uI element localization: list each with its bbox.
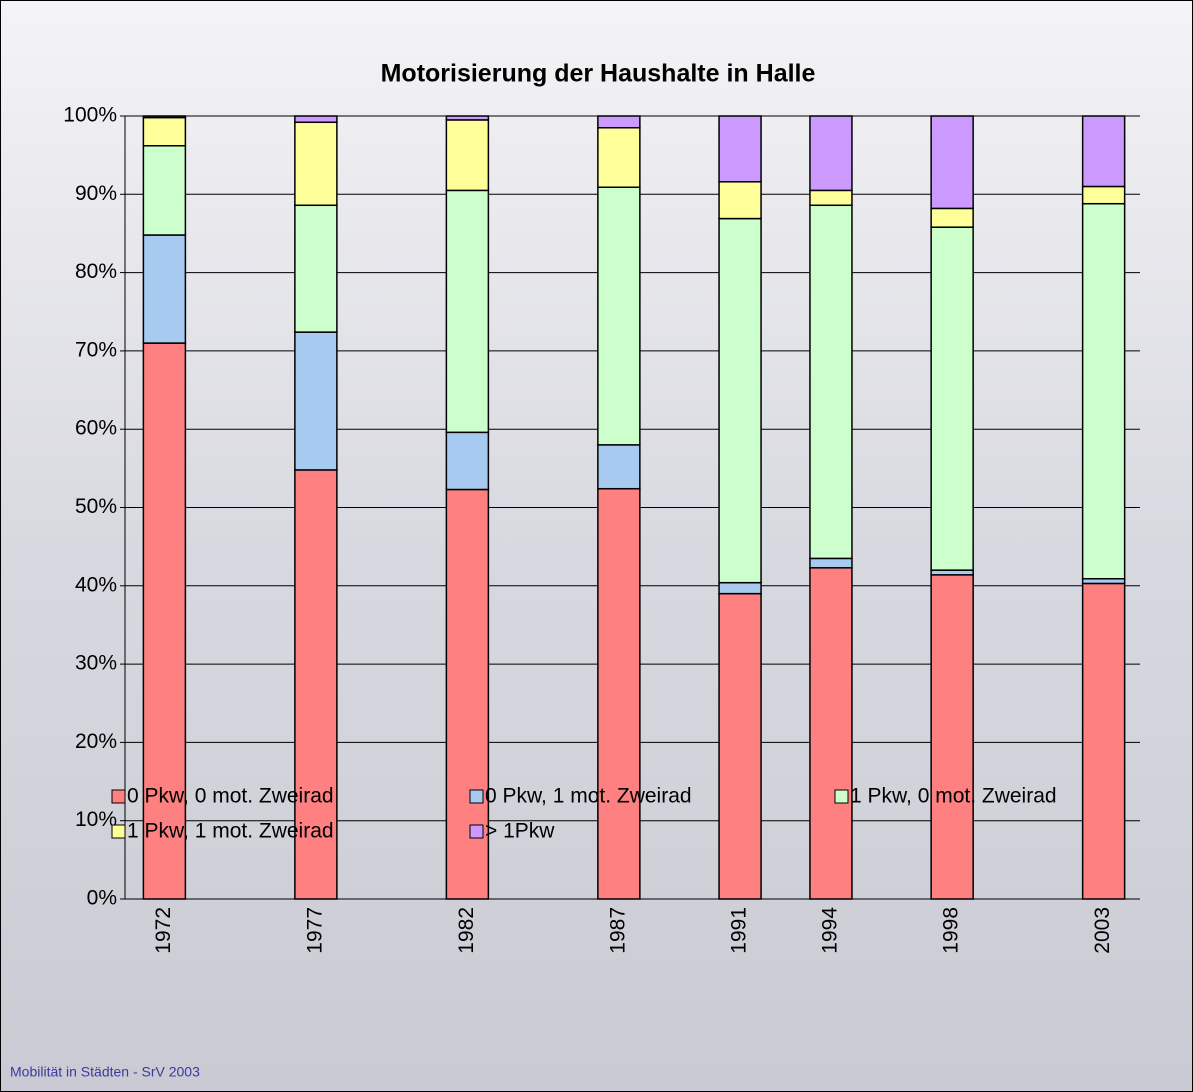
bar-segment [597,126,641,189]
bar-segment [809,567,853,900]
legend-label: 0 Pkw, 1 mot. Zweirad [485,785,692,808]
legend-swatch [111,789,126,804]
y-tick-label: 20% [75,730,117,753]
bar-segment [1081,202,1126,580]
bar-segment [142,234,187,344]
x-tick-label: 1998 [940,907,963,954]
bar-segment [597,444,641,490]
bar-segment [142,115,187,119]
x-tick-label: 1982 [455,907,478,954]
y-tick-label: 70% [75,338,117,361]
y-tick-label: 0% [87,887,117,910]
legend-swatch [834,789,849,804]
bar-segment [1081,582,1126,900]
bar-segment [294,115,338,124]
x-tick-label: 2003 [1091,907,1114,954]
bar-segment [142,342,187,900]
bar-segment [294,204,338,333]
bar-segment [930,115,974,210]
x-tick-label: 1977 [303,907,326,954]
legend-swatch [469,824,484,839]
legend-swatch [111,824,126,839]
bar-segment [718,592,762,900]
y-tick-label: 40% [75,573,117,596]
y-tick-label: 30% [75,652,117,675]
legend-swatch [469,789,484,804]
bar-segment [294,469,338,900]
bar-segment [1081,185,1126,205]
y-tick-label: 60% [75,417,117,440]
bar-segment [597,115,641,129]
bar-segment [445,119,490,192]
bar-segment [718,181,762,220]
bar-segment [718,217,762,584]
bar-segment [809,115,853,192]
x-tick-label: 1991 [728,907,751,954]
bar-segment [718,115,762,183]
y-tick-label: 50% [75,495,117,518]
x-tick-label: 1972 [152,907,175,954]
bar-segment [445,189,490,434]
bar-segment [597,186,641,446]
bar-segment [809,204,853,560]
bar-segment [718,581,762,595]
bar-segment [142,116,187,147]
bar-segment [930,226,974,571]
bar-segment [809,557,853,569]
footer: Mobilität in Städten - SrV 2003 [10,1064,200,1080]
x-tick-label: 1994 [819,907,842,954]
legend-label: 1 Pkw, 0 mot. Zweirad [850,785,1057,808]
bar-segment [445,431,490,491]
bar-segment [142,145,187,236]
bar-segment [930,574,974,900]
chart-title: Motorisierung der Haushalte in Halle [381,60,816,88]
y-tick-label: 10% [75,808,117,831]
bar-segment [445,115,490,121]
legend-label: > 1Pkw [485,820,555,843]
legend-label: 1 Pkw, 1 mot. Zweirad [127,820,334,843]
bar-segment [1081,115,1126,188]
bar-segment [294,331,338,471]
y-tick-label: 80% [75,260,117,283]
x-tick-label: 1987 [606,907,629,954]
bar-segment [930,207,974,228]
bar-segment [294,121,338,207]
bar-segment [809,189,853,207]
legend-label: 0 Pkw, 0 mot. Zweirad [127,785,334,808]
y-tick-label: 100% [63,104,117,127]
y-tick-label: 90% [75,182,117,205]
bar-segment [597,487,641,900]
